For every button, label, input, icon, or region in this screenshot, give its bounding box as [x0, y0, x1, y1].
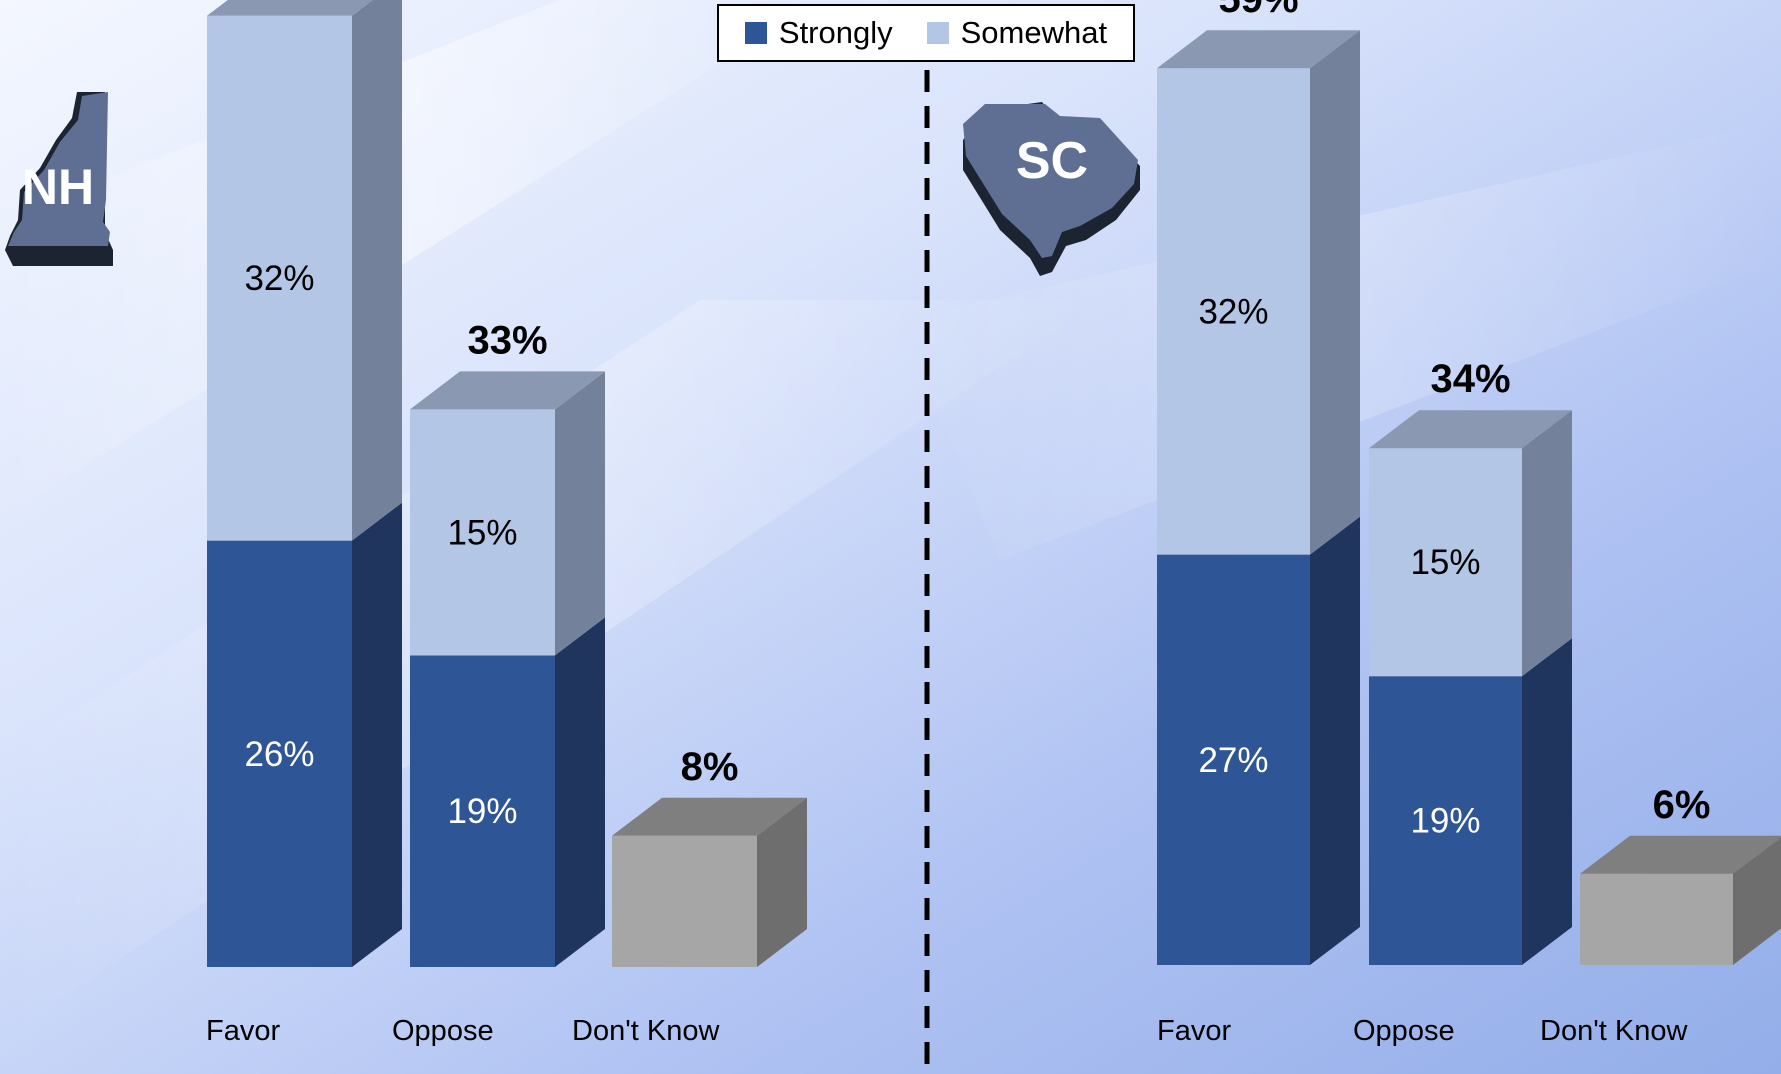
total-label-1: 34%: [1430, 357, 1510, 401]
bar-strongly-0: [207, 540, 352, 967]
bar-somewhat-1-top: [410, 371, 605, 410]
bar-dont-know-2: [612, 835, 757, 967]
data-label-somewhat-0: 32%: [244, 259, 314, 298]
total-label-2: 8%: [681, 745, 739, 789]
total-label-1: 33%: [467, 318, 547, 362]
data-label-strongly-1: 19%: [1410, 802, 1480, 841]
total-label-2: 6%: [1653, 783, 1711, 827]
panel-sc: 27% 32% 59% Favor 19% 15% 34% Oppose 6% Don't Kno…: [1157, 0, 1781, 1047]
legend-item-strongly: Strongly: [744, 15, 893, 51]
data-label-strongly-0: 27%: [1198, 741, 1268, 780]
bar-somewhat-0: [1157, 68, 1310, 555]
bar-strongly-0: [1157, 554, 1310, 965]
bar-somewhat-1: [410, 409, 555, 656]
legend-label-strongly: Strongly: [778, 15, 893, 50]
bar-somewhat-1-side: [555, 371, 605, 656]
bar-somewhat-1-top: [1369, 410, 1572, 449]
category-label-1: Oppose: [1353, 1015, 1455, 1047]
legend-swatch-strongly: [744, 22, 767, 44]
bar-dont-know-2-top: [1580, 835, 1781, 874]
bar-dont-know-2: [1580, 873, 1733, 965]
bar-somewhat-0-side: [1310, 30, 1360, 555]
nh-state-icon: NH: [5, 92, 113, 266]
bar-strongly-1-side: [1522, 638, 1572, 965]
bar-strongly-0-side: [352, 502, 402, 967]
data-label-somewhat-0: 32%: [1198, 292, 1268, 331]
legend-label-somewhat: Somewhat: [960, 15, 1108, 50]
bar-strongly-1: [1369, 676, 1522, 965]
bar-somewhat-1: [1369, 448, 1522, 677]
data-label-strongly-0: 26%: [244, 735, 314, 774]
bar-somewhat-0-top: [207, 0, 373, 16]
nh-state-label: NH: [22, 159, 94, 215]
data-label-somewhat-1: 15%: [447, 513, 517, 552]
category-label-2: Don't Know: [1540, 1015, 1688, 1047]
legend-item-somewhat: Somewhat: [926, 15, 1108, 51]
bar-dont-know-2-side: [1733, 837, 1781, 965]
category-label-0: Favor: [206, 1015, 280, 1047]
legend-swatch-somewhat: [926, 22, 949, 44]
data-label-somewhat-1: 15%: [1410, 543, 1480, 582]
bar-somewhat-0-top: [1157, 30, 1360, 69]
bar-strongly-1-side: [555, 617, 605, 967]
category-label-2: Don't Know: [572, 1015, 720, 1047]
data-label-strongly-1: 19%: [447, 792, 517, 831]
bar-strongly-1: [410, 655, 555, 967]
category-label-1: Oppose: [392, 1015, 494, 1047]
category-label-0: Favor: [1157, 1015, 1231, 1047]
chart-legend: Strongly Somewhat: [717, 4, 1135, 62]
bar-strongly-0-side: [1310, 516, 1360, 965]
total-label-0: 59%: [1218, 0, 1298, 21]
bar-dont-know-2-top: [612, 797, 807, 836]
bar-somewhat-0-side: [352, 0, 402, 541]
bar-somewhat-1-side: [1522, 410, 1572, 677]
sc-state-icon: SC: [963, 102, 1140, 276]
bar-dont-know-2-side: [757, 797, 807, 967]
bar-somewhat-0: [207, 15, 352, 541]
sc-state-label: SC: [1016, 132, 1088, 190]
